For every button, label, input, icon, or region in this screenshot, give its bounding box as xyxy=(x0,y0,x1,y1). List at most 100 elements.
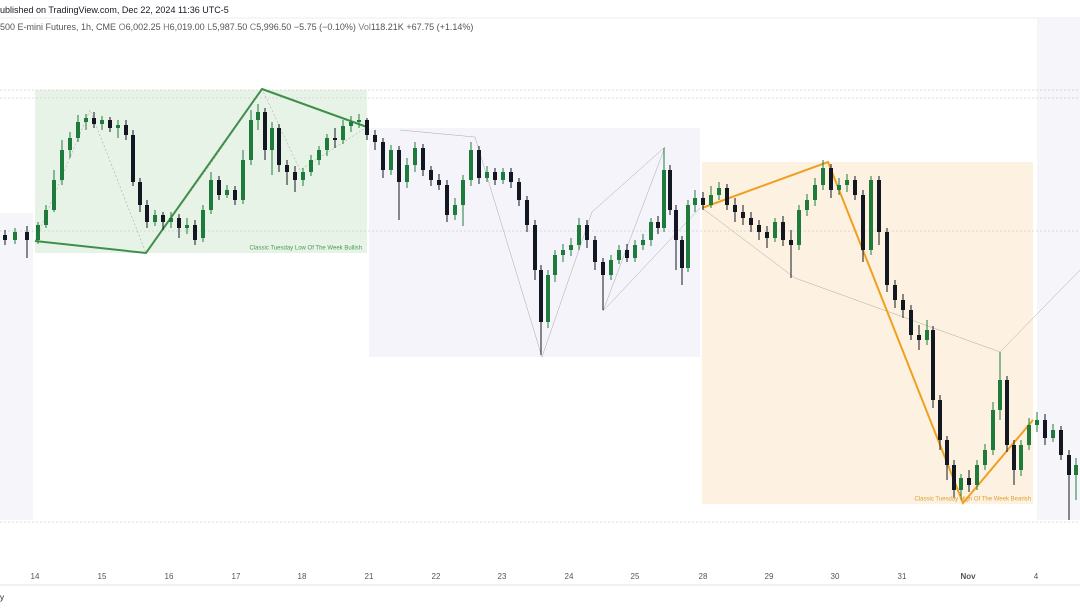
candle-body xyxy=(845,180,849,185)
candle-body xyxy=(925,330,929,340)
candle-body xyxy=(44,210,48,225)
candle-body xyxy=(285,165,289,172)
footer: y xyxy=(0,593,4,602)
candle-body xyxy=(341,126,345,140)
candle-body xyxy=(131,135,135,182)
candle-body xyxy=(662,170,666,228)
x-tick-label: 16 xyxy=(165,572,174,581)
candle-body xyxy=(389,150,393,170)
candle-body xyxy=(413,148,417,165)
candle-body xyxy=(397,150,401,182)
candle-body xyxy=(821,168,825,185)
candle-body xyxy=(869,180,873,250)
candle-body xyxy=(609,260,613,275)
x-tick-label: 22 xyxy=(432,572,441,581)
candle-body xyxy=(116,125,120,128)
candle-body xyxy=(92,118,96,124)
x-tick-label: 24 xyxy=(565,572,574,581)
candle-body xyxy=(601,262,605,275)
candle-body xyxy=(813,185,817,200)
label: Vol xyxy=(358,22,371,32)
candle-body xyxy=(263,112,267,150)
guide-line xyxy=(399,129,701,358)
candle-body xyxy=(1012,445,1016,470)
zone xyxy=(1037,18,1080,520)
candle-body xyxy=(641,240,645,245)
label: L xyxy=(207,22,213,32)
candle-body xyxy=(349,122,353,126)
candle-body xyxy=(1043,420,1047,438)
candle-body xyxy=(525,200,529,225)
candles xyxy=(3,104,1078,520)
candle-body xyxy=(209,180,213,210)
candle-body xyxy=(837,185,841,190)
candle-body xyxy=(201,210,205,238)
candle-body xyxy=(493,172,497,180)
candle-body xyxy=(225,190,229,195)
candle-body xyxy=(546,275,550,322)
guide-line xyxy=(701,207,1080,353)
published: ublished on TradingView.com, Dec 22, 202… xyxy=(0,5,229,15)
candle-body xyxy=(293,172,297,180)
candle-body xyxy=(686,205,690,268)
candle-body xyxy=(781,222,785,240)
x-tick-label: 28 xyxy=(699,572,708,581)
x-tick-label: 25 xyxy=(631,572,640,581)
candle-body xyxy=(381,142,385,170)
candle-body xyxy=(945,440,949,465)
candle-body xyxy=(893,285,897,300)
candle-body xyxy=(885,232,889,285)
candle-body xyxy=(453,205,457,215)
zone xyxy=(0,213,33,520)
candle-body xyxy=(983,450,987,465)
x-tick-label: 4 xyxy=(1034,572,1039,581)
candle-body xyxy=(249,120,253,160)
candle-body xyxy=(509,172,513,182)
candle-body xyxy=(829,168,833,190)
candle-body xyxy=(701,198,705,205)
candle-body xyxy=(773,222,777,238)
candle-body xyxy=(13,232,17,240)
change: +67.75 (+1.14%) xyxy=(406,22,474,32)
candle-body xyxy=(938,400,942,440)
candle-body xyxy=(124,125,128,135)
candle-body xyxy=(461,180,465,205)
candle-body xyxy=(656,222,660,228)
candle-body xyxy=(709,195,713,205)
value: 5,996.50 xyxy=(256,22,292,32)
x-tick-label: 14 xyxy=(31,572,40,581)
candle-body xyxy=(301,172,305,180)
candle-body xyxy=(138,182,142,205)
candle-body xyxy=(553,255,557,275)
zone-label: Classic Tuesday High Of The Week Bearish xyxy=(915,497,1032,503)
candle-body xyxy=(749,218,753,225)
x-tick-label: 21 xyxy=(365,572,374,581)
candle-body xyxy=(741,212,745,218)
bearish-zone xyxy=(702,162,1033,504)
candle-body xyxy=(145,205,149,222)
candle-body xyxy=(625,250,629,258)
candle-body xyxy=(680,240,684,268)
x-tick-label: 18 xyxy=(298,572,307,581)
guide-line xyxy=(34,88,368,254)
candle-body xyxy=(617,250,621,260)
candle-body xyxy=(674,210,678,240)
candle-body xyxy=(333,138,337,140)
candle-body xyxy=(445,185,449,215)
candle-body xyxy=(725,188,729,205)
candle-body xyxy=(76,122,80,138)
value: 5,987.50 xyxy=(212,22,248,32)
value: 118.21K xyxy=(370,22,404,32)
candle-body xyxy=(909,310,913,335)
candle-body xyxy=(1067,455,1071,475)
x-tick-label: 17 xyxy=(232,572,241,581)
candle-body xyxy=(25,232,29,240)
candle-body xyxy=(1074,465,1078,475)
candle-body xyxy=(405,165,409,182)
x-tick-label: 31 xyxy=(898,572,907,581)
candle-body xyxy=(161,215,165,222)
value: 6,019.00 xyxy=(169,22,205,32)
candle-body xyxy=(561,250,565,255)
candle-body xyxy=(1005,380,1009,445)
